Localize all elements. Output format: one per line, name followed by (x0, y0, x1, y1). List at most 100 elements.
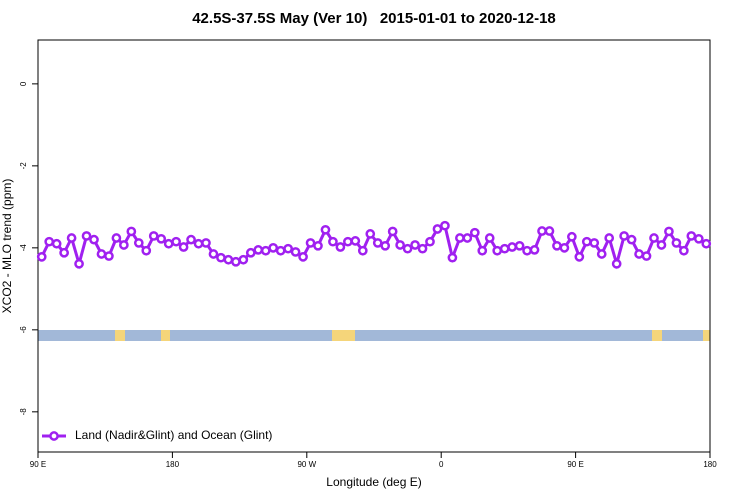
data-point (163, 238, 174, 249)
data-point (268, 242, 279, 253)
x-tick-label: 90 W (297, 460, 316, 469)
data-point (231, 256, 241, 267)
legend-marker (49, 431, 59, 441)
y-tick-label: -2 (19, 162, 28, 170)
land-patch (332, 330, 355, 341)
y-tick-label: 0 (19, 81, 28, 86)
data-point (320, 224, 331, 235)
data-point (36, 252, 47, 262)
data-point (664, 226, 674, 237)
data-point (59, 247, 69, 258)
data-point (507, 242, 517, 252)
y-tick-label: -4 (19, 244, 28, 252)
surface-band (38, 330, 710, 341)
data-point (589, 238, 600, 248)
x-tick-label: 0 (439, 460, 444, 469)
data-point (208, 249, 219, 259)
data-point (410, 240, 420, 250)
data-point (119, 240, 129, 250)
data-point (380, 240, 391, 251)
data-point (499, 243, 510, 254)
data-point (626, 234, 637, 245)
land-patch (161, 330, 170, 341)
legend-label: Land (Nadir&Glint) and Ocean (Glint) (75, 428, 272, 442)
data-point (402, 243, 413, 254)
data-point (238, 254, 249, 265)
data-point (141, 245, 152, 256)
data-point (432, 224, 443, 234)
data-point (335, 242, 346, 252)
data-point (104, 251, 114, 261)
data-point (395, 240, 405, 250)
data-point (552, 240, 562, 251)
x-tick-label: 180 (166, 460, 180, 469)
x-tick-label: 90 E (567, 460, 583, 469)
data-point (492, 245, 503, 256)
x-axis-label: Longitude (deg E) (326, 475, 421, 489)
data-point (223, 254, 234, 265)
data-point (462, 233, 473, 243)
data-point (649, 233, 659, 243)
data-point (611, 258, 622, 269)
x-tick-label: 90 E (30, 460, 46, 469)
data-point (156, 233, 167, 244)
data-point (417, 243, 428, 254)
data-point (440, 220, 450, 231)
data-point (81, 231, 92, 241)
data-point (350, 236, 361, 246)
data-point (522, 245, 532, 256)
data-point (387, 226, 398, 237)
data-point (574, 252, 585, 262)
data-point (260, 245, 271, 256)
data-point (544, 226, 555, 236)
data-point (357, 245, 368, 256)
data-point (365, 229, 376, 239)
data-point (313, 240, 323, 251)
data-point (193, 238, 204, 249)
data-point (178, 242, 189, 252)
chart-title: 42.5S-37.5S May (Ver 10) 2015-01-01 to 2… (192, 10, 556, 27)
data-point (253, 245, 264, 255)
data-point (275, 245, 286, 256)
data-point (619, 231, 629, 241)
data-point (469, 227, 480, 238)
data-point (343, 236, 353, 247)
data-point (455, 233, 465, 243)
data-point (74, 258, 84, 269)
data-point (186, 234, 196, 245)
data-point (298, 252, 308, 262)
data-point (686, 231, 697, 241)
land-patch (652, 330, 662, 341)
ocean-band (38, 330, 710, 341)
data-point (529, 245, 540, 255)
y-tick-label: -6 (19, 326, 28, 334)
data-point (596, 249, 607, 259)
data-point (484, 233, 495, 243)
data-point (44, 236, 55, 247)
data-point (559, 242, 570, 253)
y-tick-label: -8 (19, 408, 28, 416)
land-patch (703, 330, 710, 341)
data-point (201, 238, 211, 248)
data-point (701, 238, 712, 249)
data-point (51, 238, 62, 249)
data-point (148, 231, 159, 241)
y-axis-label: XCO2 - MLO trend (ppm) (0, 179, 14, 314)
data-point (537, 226, 547, 236)
data-point (425, 236, 435, 247)
data-point (216, 252, 226, 263)
data-point (477, 245, 488, 256)
data-point (133, 238, 144, 248)
data-point (604, 233, 615, 243)
data-point (641, 251, 652, 261)
data-point (66, 233, 77, 243)
data-point (656, 240, 667, 250)
data-point (671, 238, 682, 248)
data-point (328, 236, 338, 247)
land-patch (115, 330, 125, 341)
data-point (126, 226, 137, 237)
data-point (372, 238, 383, 248)
data-point (514, 240, 525, 251)
data-point (693, 233, 704, 244)
